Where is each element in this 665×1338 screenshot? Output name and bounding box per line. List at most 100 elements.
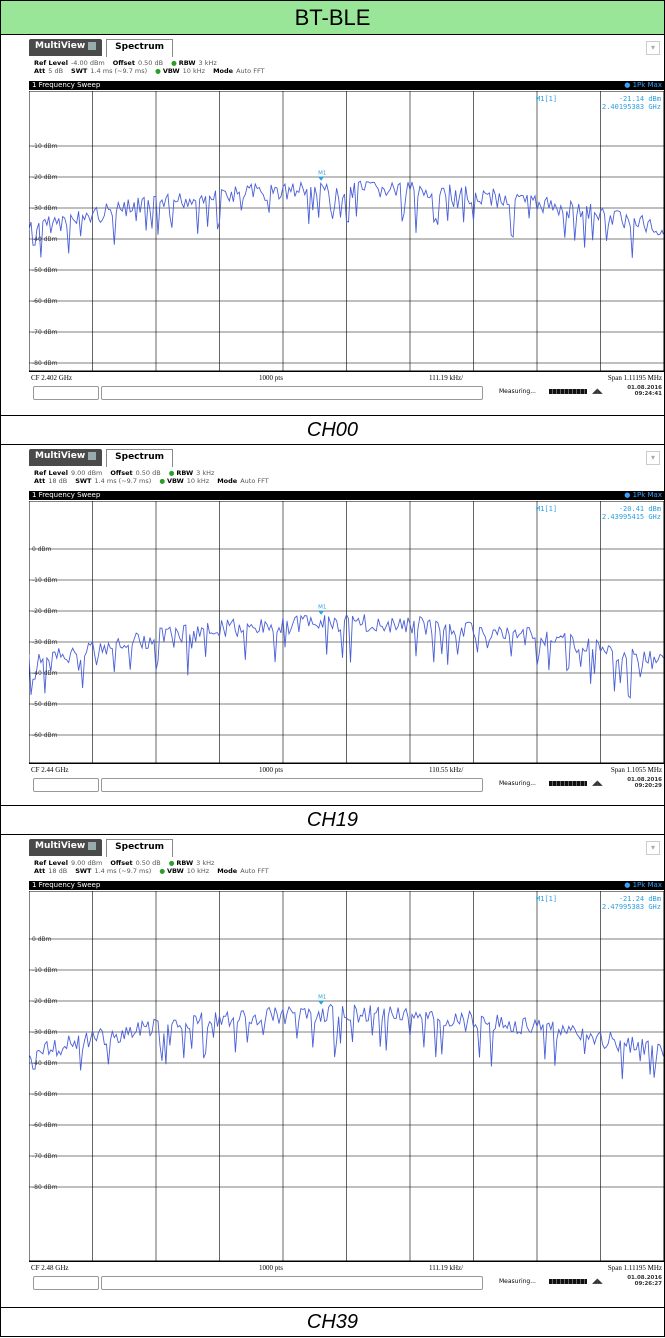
setting-label: VBW [166,477,184,485]
marker-name: M1[1] [536,895,557,903]
setting-label: Ref Level [34,59,68,67]
tab-spectrum-label: Spectrum [115,452,165,462]
settings-row-1: Ref Level -4.00 dBm Offset 0.50 dB ● RBW 3 kHz [34,59,273,67]
date: 01.08.2016 [627,385,662,391]
marker-triangle [318,610,325,615]
settings-row-2: Att 18 dB SWT 1.4 ms (~9.7 ms) ● VBW 10 kHz Mod… [34,867,277,875]
grid-icon [88,451,97,460]
measuring-status: Measuring... [499,1278,536,1285]
coupled-dot-icon: ● [168,469,175,477]
chevron-down-icon[interactable]: ▾ [646,451,660,465]
tab-multiview-label: MultiView [35,841,86,851]
measuring-status: Measuring... [499,388,536,395]
spectrum-panel: MultiView Spectrum ▾ Ref Level 9.00 dBm Offse… [0,835,665,1307]
sweep-title: 1 Frequency Sweep [32,881,101,889]
settings-row-2: Att 5 dB SWT 1.4 ms (~9.7 ms) ● VBW 10 kHz Mode… [34,67,273,75]
timestamp: 01.08.2016 09:26:27 [627,1275,662,1287]
settings-row-2: Att 18 dB SWT 1.4 ms (~9.7 ms) ● VBW 10 kHz Mod… [34,477,277,485]
marker-label: M1 [318,995,326,1001]
tab-spectrum[interactable]: Spectrum [106,449,174,467]
progress-bar [549,781,587,786]
y-tick-label: -30 dBm [32,1029,58,1036]
status-field[interactable] [33,1276,99,1290]
setting-value: -4.00 dBm [70,59,105,67]
setting-value: 1.4 ms (~9.7 ms) [90,67,148,75]
tab-spectrum-label: Spectrum [115,842,165,852]
trace-mode: ● 1Pk Max [624,881,662,889]
y-tick-label: -60 dBm [32,298,58,305]
signal-icon: ◢◣ [592,388,603,395]
setting-label: Att [34,477,46,485]
plot-footer: CF 2.44 GHz 1000 pts 110.55 kHz/Span 1.105… [29,763,664,776]
setting-value: 9.00 dBm [70,859,103,867]
tab-spectrum[interactable]: Spectrum [106,839,174,857]
marker-label: M1 [318,171,326,177]
marker-frequency: 2.43995415 GHz [602,513,661,521]
status-field[interactable] [33,386,99,400]
time: 09:26:27 [634,1281,662,1287]
sweep-title: 1 Frequency Sweep [32,81,101,89]
marker-name: M1[1] [536,505,557,513]
y-tick-label: -20 dBm [32,174,58,181]
status-field[interactable] [33,778,99,792]
center-frequency: CF 2.44 GHz [31,766,69,774]
marker-frequency: 2.40195383 GHz [602,103,661,111]
settings-row-1: Ref Level 9.00 dBm Offset 0.50 dB ● RBW 3 kHz [34,859,277,867]
setting-label: Offset [112,59,135,67]
spectrum-plot[interactable]: 0 dBm -10 dBm -20 dBm -30 dBm -40 dBm -50 dBm… [29,501,664,763]
y-tick-label: -30 dBm [32,205,58,212]
y-tick-label: -20 dBm [32,608,58,615]
measurement-settings: Ref Level 9.00 dBm Offset 0.50 dB ● RBW 3 kHz A… [34,859,277,875]
marker-frequency: 2.47995383 GHz [602,903,661,911]
time: 09:24:41 [634,391,662,397]
marker-name: M1[1] [536,95,557,103]
measurement-settings: Ref Level -4.00 dBm Offset 0.50 dB ● RBW 3 kHz… [34,59,273,75]
chevron-down-icon[interactable]: ▾ [646,41,660,55]
y-tick-label: -70 dBm [32,1153,58,1160]
status-message-field[interactable] [101,778,483,792]
setting-value: Auto FFT [236,67,265,75]
frequency-per-division: 111.19 kHz/ [429,1264,464,1272]
setting-value: 10 kHz [182,67,206,75]
setting-value: 10 kHz [186,477,210,485]
page-title: BT-BLE [0,0,665,35]
setting-label: Offset [110,469,133,477]
chevron-down-icon[interactable]: ▾ [646,841,660,855]
y-tick-label: -10 dBm [32,577,58,584]
setting-value: 5 dB [48,67,64,75]
setting-label: Ref Level [34,469,68,477]
y-tick-label: -30 dBm [32,639,58,646]
y-tick-label: 0 dBm [32,936,52,943]
spectrum-panel: MultiView Spectrum ▾ Ref Level -4.00 dBm Offs… [0,35,665,415]
setting-value: Auto FFT [240,477,269,485]
tab-multiview[interactable]: MultiView [29,839,103,856]
y-tick-label: -10 dBm [32,143,58,150]
setting-label: VBW [166,867,184,875]
setting-label: Mode [217,867,238,875]
coupled-dot-icon: ● [155,67,161,75]
sweep-title-bar: 1 Frequency Sweep ● 1Pk Max [29,491,664,500]
tab-bar: MultiView Spectrum [29,449,174,467]
setting-label: RBW [176,859,194,867]
tab-multiview[interactable]: MultiView [29,449,103,466]
sweep-points: 1000 pts [259,766,283,774]
setting-value: 18 dB [48,867,68,875]
status-message-field[interactable] [101,386,483,400]
tab-spectrum[interactable]: Spectrum [106,39,174,57]
frequency-per-division: 111.19 kHz/ [429,374,464,382]
setting-label: Mode [213,67,234,75]
panel-caption: CH39 [0,1307,665,1337]
frequency-span: Span 1.11195 MHz [607,1264,662,1272]
spectrum-plot[interactable]: -10 dBm -20 dBm -30 dBm -40 dBm -50 dBm -60 d… [29,91,664,371]
tab-multiview[interactable]: MultiView [29,39,103,56]
spectrum-plot[interactable]: 0 dBm -10 dBm -20 dBm -30 dBm -40 dBm -50 dBm… [29,891,664,1261]
y-tick-label: -10 dBm [32,967,58,974]
setting-label: RBW [178,59,196,67]
status-message-field[interactable] [101,1276,483,1290]
tab-multiview-label: MultiView [35,451,86,461]
spectrum-panel: MultiView Spectrum ▾ Ref Level 9.00 dBm Offse… [0,445,665,805]
plot-footer: CF 2.402 GHz 1000 pts 111.19 kHz/Span 1.11… [29,371,664,384]
signal-icon: ◢◣ [592,780,603,787]
y-tick-label: -20 dBm [32,998,58,1005]
